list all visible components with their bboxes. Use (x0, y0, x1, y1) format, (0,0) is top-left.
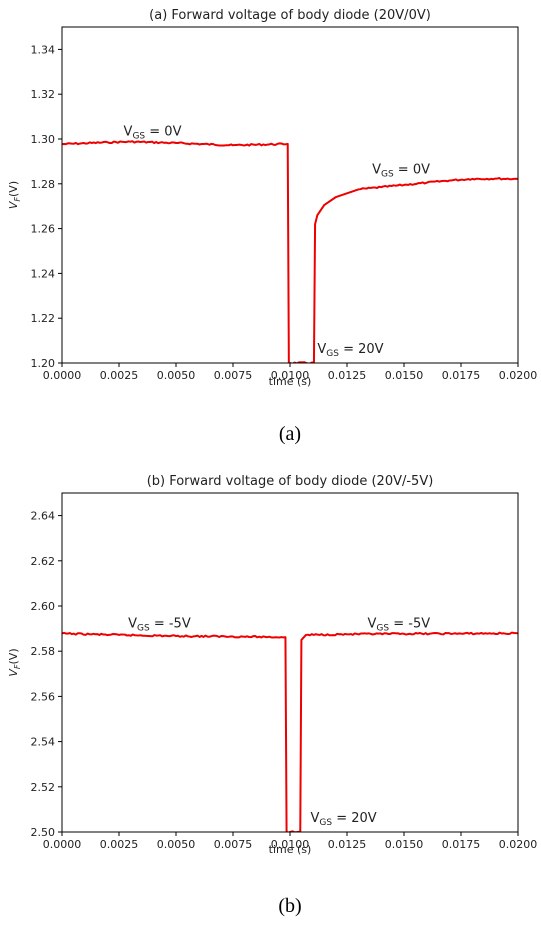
figure-caption: (b) (278, 895, 301, 917)
y-tick-label: 2.62 (31, 555, 56, 568)
x-axis-label: time (s) (269, 375, 312, 388)
series-line (62, 140, 518, 363)
chart-title: (a) Forward voltage of body diode (20V/0… (149, 8, 431, 23)
x-tick-label: 0.0125 (328, 369, 367, 382)
x-tick-label: 0.0075 (214, 838, 253, 851)
y-axis-label: VF(V) (7, 181, 22, 209)
x-tick-label: 0.0075 (214, 369, 253, 382)
annotation: VGS = -5V (368, 616, 431, 633)
x-tick-label: 0.0175 (442, 369, 481, 382)
y-tick-label: 1.26 (31, 223, 56, 236)
x-tick-label: 0.0150 (385, 369, 424, 382)
y-tick-label: 2.64 (31, 510, 56, 523)
x-tick-label: 0.0050 (157, 369, 196, 382)
y-tick-label: 2.58 (31, 645, 56, 658)
y-tick-label: 2.50 (31, 826, 56, 839)
x-tick-label: 0.0025 (100, 838, 139, 851)
y-tick-label: 1.22 (31, 312, 56, 325)
x-tick-label: 0.0200 (499, 369, 538, 382)
annotation: VGS = 20V (317, 342, 383, 359)
x-tick-label: 0.0100 (271, 838, 310, 851)
annotation: VGS = 0V (124, 125, 182, 142)
x-tick-label: 0.0000 (43, 369, 82, 382)
y-tick-label: 1.32 (31, 88, 56, 101)
y-tick-label: 1.20 (31, 357, 56, 370)
x-axis-label: time (s) (269, 843, 312, 856)
x-tick-label: 0.0000 (43, 838, 82, 851)
x-tick-label: 0.0100 (271, 369, 310, 382)
y-tick-label: 2.60 (31, 600, 56, 613)
y-tick-label: 1.24 (31, 267, 56, 280)
chart-b: (b) Forward voltage of body diode (20V/-… (7, 474, 537, 917)
chart-a: (a) Forward voltage of body diode (20V/0… (7, 8, 537, 445)
x-tick-label: 0.0200 (499, 838, 538, 851)
y-tick-label: 1.30 (31, 133, 56, 146)
y-tick-label: 1.34 (31, 43, 56, 56)
annotation: VGS = 20V (311, 811, 377, 828)
y-tick-label: 2.56 (31, 690, 56, 703)
series-line (62, 631, 518, 832)
x-tick-label: 0.0050 (157, 838, 196, 851)
x-tick-label: 0.0025 (100, 369, 139, 382)
annotation: VGS = -5V (128, 616, 191, 633)
y-tick-label: 2.54 (31, 736, 56, 749)
x-tick-label: 0.0150 (385, 838, 424, 851)
figure-caption: (a) (279, 423, 301, 445)
x-tick-label: 0.0175 (442, 838, 481, 851)
chart-title: (b) Forward voltage of body diode (20V/-… (147, 474, 434, 489)
y-tick-label: 2.52 (31, 781, 56, 794)
x-tick-label: 0.0125 (328, 838, 367, 851)
y-tick-label: 1.28 (31, 178, 56, 191)
annotation: VGS = 0V (372, 163, 430, 180)
plot-frame (61, 26, 519, 364)
plot-frame (61, 492, 519, 833)
y-axis-label: VF(V) (7, 648, 22, 676)
